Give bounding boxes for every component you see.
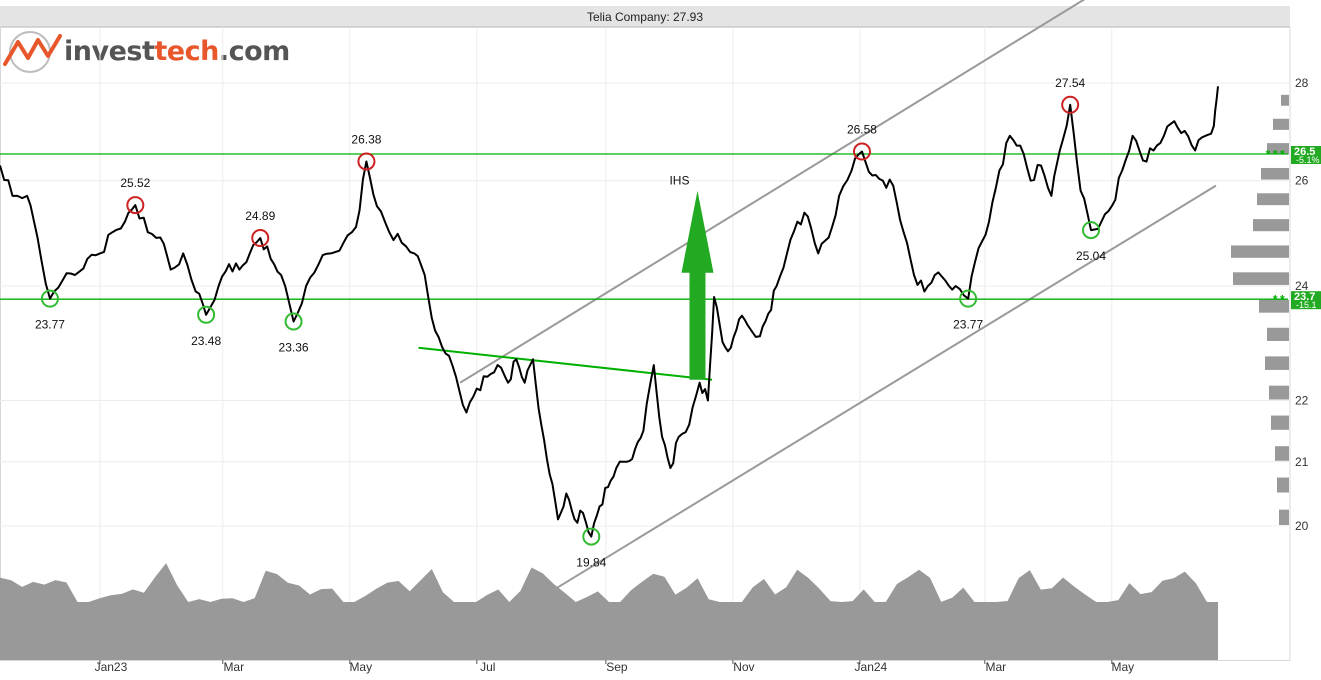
high-marker	[1061, 95, 1080, 114]
low-value-label: 23.36	[279, 341, 309, 355]
low-value-label: 25.04	[1076, 249, 1106, 263]
x-tick-label: Jan23	[95, 660, 128, 674]
level-percent-label: -15.1	[1296, 300, 1317, 310]
level-label-box	[1291, 291, 1321, 310]
low-marker	[197, 305, 216, 324]
volume-profile-bar	[1261, 167, 1289, 180]
ihs-target-arrow	[681, 190, 714, 380]
investtech-logo: investtech.com	[2, 28, 290, 74]
volume-profile-bar	[1281, 94, 1289, 106]
ihs-neckline	[418, 346, 713, 381]
pattern-label: IHS	[669, 174, 689, 188]
volume-profile-bar	[1265, 356, 1289, 370]
volume-profile-bar	[1273, 118, 1289, 130]
y-tick-label: 21	[1295, 455, 1309, 469]
low-marker	[959, 289, 978, 308]
x-tick-label: Mar	[223, 660, 244, 674]
low-marker	[40, 289, 59, 308]
logo-text-invest: invest	[64, 35, 155, 67]
x-tick-label: Nov	[733, 660, 754, 674]
level-percent-label: -5.1%	[1296, 155, 1320, 165]
x-tick-label: Mar	[985, 660, 1006, 674]
chart-title: Telia Company: 27.93	[586, 10, 704, 24]
x-tick-label: May	[1111, 660, 1134, 674]
y-tick-label: 20	[1295, 519, 1309, 533]
low-marker	[1081, 221, 1100, 240]
volume-profile-bar	[1267, 143, 1289, 155]
high-marker	[357, 152, 376, 171]
level-value-label: 23.7	[1294, 291, 1315, 303]
high-marker	[251, 229, 270, 248]
chart-title-bar: Telia Company: 27.93	[0, 6, 1290, 27]
high-marker	[852, 142, 871, 161]
y-tick-label: 22	[1295, 394, 1309, 408]
low-marker	[582, 527, 601, 546]
x-tick-label: Sep	[606, 660, 628, 674]
trend-channel-upper	[459, 0, 1086, 384]
level-value-label: 26.5	[1294, 146, 1315, 158]
volume-area	[0, 563, 1218, 660]
trend-channel-lower	[501, 184, 1217, 623]
volume-profile-bar	[1257, 193, 1289, 206]
volume-profile-bar	[1279, 509, 1289, 525]
x-tick-label: Jul	[480, 660, 495, 674]
logo-icon	[3, 31, 62, 73]
y-tick-label: 28	[1295, 76, 1309, 90]
x-tick-label: May	[349, 660, 372, 674]
low-value-label: 23.77	[953, 318, 983, 332]
logo-text-com: .com	[218, 35, 290, 67]
high-value-label: 26.38	[351, 132, 381, 146]
x-tick-label: Jan24	[855, 660, 888, 674]
level-stars: ***	[1264, 149, 1286, 163]
low-value-label: 23.77	[35, 318, 65, 332]
high-value-label: 25.52	[120, 176, 150, 190]
y-tick-label: 24	[1295, 279, 1309, 293]
volume-profile-bar	[1277, 477, 1289, 493]
y-tick-label: 26	[1295, 174, 1309, 188]
volume-profile-bar	[1275, 446, 1289, 461]
high-value-label: 27.54	[1055, 76, 1085, 90]
low-value-label: 23.48	[191, 334, 221, 348]
plot-frame	[0, 27, 1291, 661]
volume-profile-bar	[1271, 415, 1289, 430]
high-marker	[126, 196, 145, 215]
price-line	[0, 86, 1219, 538]
level-label-box	[1291, 146, 1321, 165]
high-value-label: 24.89	[245, 209, 275, 223]
low-value-label: 19.84	[576, 556, 606, 570]
level-stars: **	[1272, 294, 1286, 308]
low-marker	[284, 312, 303, 331]
volume-profile-bar	[1259, 299, 1289, 313]
volume-profile-bar	[1233, 272, 1289, 285]
high-value-label: 26.58	[847, 123, 877, 137]
volume-profile-bar	[1269, 385, 1289, 400]
volume-profile-bar	[1231, 245, 1289, 258]
volume-profile-bar	[1267, 327, 1289, 341]
volume-profile-bar	[1253, 219, 1289, 232]
logo-wordmark: investtech.com	[64, 36, 290, 67]
logo-text-tech: tech	[154, 35, 219, 67]
